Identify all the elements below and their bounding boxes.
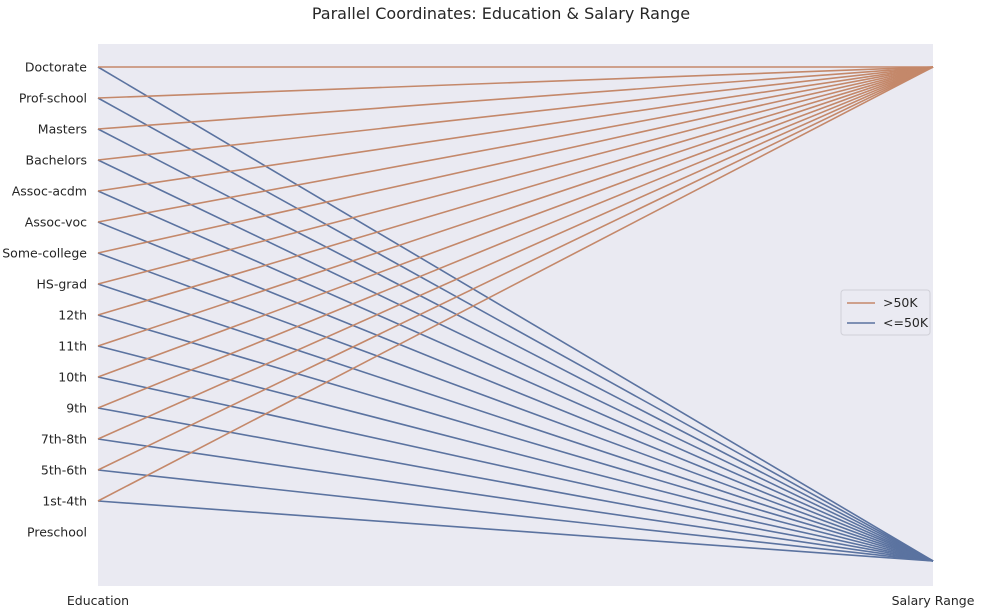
series-gt50k (97, 66, 934, 502)
line-hs-grad-to-le50k (97, 283, 934, 562)
tick-label-5th-6th: 5th-6th (41, 463, 87, 478)
legend: >50K <=50K (840, 289, 931, 336)
line-hs-grad-to-gt50k (97, 66, 934, 285)
line-7th-8th-to-le50k (97, 438, 934, 562)
series-le50k (97, 66, 934, 562)
line-masters-to-le50k (97, 128, 934, 562)
line-10th-to-gt50k (97, 66, 934, 378)
line-7th-8th-to-gt50k (97, 66, 934, 440)
line-9th-to-le50k (97, 407, 934, 562)
line-prof-school-to-le50k (97, 97, 934, 562)
series-lines (97, 66, 934, 562)
tick-label-11th: 11th (58, 339, 87, 354)
tick-label-prof-school: Prof-school (19, 91, 87, 106)
axis-label-education: Education (67, 593, 129, 608)
tick-label-12th: 12th (58, 308, 87, 323)
line-assoc-acdm-to-gt50k (97, 66, 934, 192)
tick-label-7th-8th: 7th-8th (41, 432, 87, 447)
line-11th-to-le50k (97, 345, 934, 562)
tick-label-10th: 10th (58, 370, 87, 385)
line-some-college-to-gt50k (97, 66, 934, 254)
tick-label-some-college: Some-college (2, 246, 87, 261)
line-doctorate-to-le50k (97, 66, 934, 562)
line-assoc-acdm-to-le50k (97, 190, 934, 562)
line-5th-6th-to-le50k (97, 469, 934, 562)
line-prof-school-to-gt50k (97, 66, 934, 99)
legend-label-gt50k: >50K (883, 295, 918, 310)
tick-label-assoc-acdm: Assoc-acdm (12, 184, 87, 199)
line-some-college-to-le50k (97, 252, 934, 562)
line-assoc-voc-to-gt50k (97, 66, 934, 223)
legend-label-le50k: <=50K (883, 315, 929, 330)
line-5th-6th-to-gt50k (97, 66, 934, 471)
axis-label-salary-range: Salary Range (892, 593, 975, 608)
line-1st-4th-to-le50k (97, 500, 934, 562)
line-assoc-voc-to-le50k (97, 221, 934, 562)
line-12th-to-le50k (97, 314, 934, 562)
tick-label-1st-4th: 1st-4th (42, 494, 87, 509)
tick-label-doctorate: Doctorate (25, 60, 87, 75)
line-masters-to-gt50k (97, 66, 934, 130)
line-bachelors-to-gt50k (97, 66, 934, 161)
tick-label-bachelors: Bachelors (26, 153, 88, 168)
tick-label-9th: 9th (66, 401, 87, 416)
line-11th-to-gt50k (97, 66, 934, 347)
line-bachelors-to-le50k (97, 159, 934, 562)
chart-title: Parallel Coordinates: Education & Salary… (312, 4, 690, 23)
tick-label-assoc-voc: Assoc-voc (25, 215, 87, 230)
tick-label-masters: Masters (38, 122, 87, 137)
line-10th-to-le50k (97, 376, 934, 562)
tick-label-preschool: Preschool (27, 525, 87, 540)
line-12th-to-gt50k (97, 66, 934, 316)
tick-label-hs-grad: HS-grad (36, 277, 87, 292)
education-tick-labels: Doctorate Prof-school Masters Bachelors Asso… (2, 60, 87, 540)
line-1st-4th-to-gt50k (97, 66, 934, 502)
line-9th-to-gt50k (97, 66, 934, 409)
